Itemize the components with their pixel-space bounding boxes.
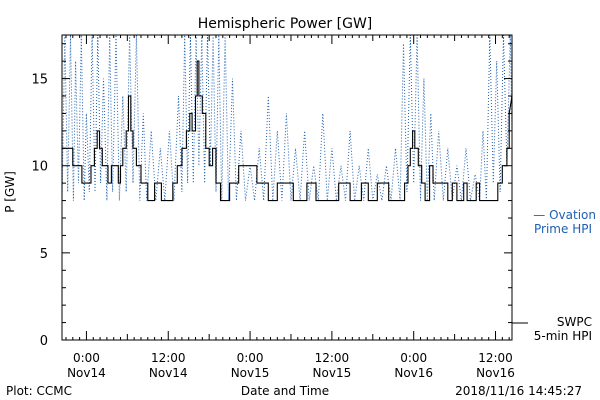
plot-credit: Plot: CCMC — [6, 384, 72, 398]
ovation-line — [62, 35, 512, 201]
x-tick-label: Nov15 — [313, 366, 352, 380]
x-tick-label: Nov16 — [476, 366, 515, 380]
legend-ovation-line2: Prime HPI — [534, 222, 592, 236]
chart-title: Hemispheric Power [GW] — [198, 16, 373, 32]
y-tick-label: 10 — [31, 160, 48, 175]
plot-frame — [61, 34, 513, 341]
x-tick-label: Nov14 — [67, 366, 106, 380]
legend-swpc-line2: 5-min HPI — [534, 329, 592, 343]
legend-swpc-line1: SWPC — [557, 315, 592, 329]
y-axis: 0 5 10 15 — [31, 43, 512, 349]
y-axis-label: P [GW] — [3, 171, 17, 213]
legend-ovation-line1: — Ovation — [533, 208, 596, 222]
y-tick-label: 15 — [31, 73, 48, 88]
x-tick-label: 12:00 — [315, 351, 350, 365]
ovation-series-layer — [62, 35, 512, 201]
x-tick-label: Nov16 — [394, 366, 433, 380]
x-axis: 0:00Nov1412:00Nov140:00Nov1512:00Nov150:… — [65, 35, 515, 380]
plot-timestamp: 2018/11/16 14:45:27 — [455, 384, 582, 398]
x-tick-label: 0:00 — [237, 351, 264, 365]
x-tick-label: 12:00 — [478, 351, 513, 365]
x-tick-label: 0:00 — [73, 351, 100, 365]
x-axis-label: Date and Time — [241, 384, 329, 398]
swpc-series-layer — [62, 60, 512, 202]
x-tick-label: 12:00 — [151, 351, 186, 365]
x-tick-label: Nov15 — [231, 366, 270, 380]
x-tick-label: Nov14 — [149, 366, 188, 380]
x-tick-label: 0:00 — [400, 351, 427, 365]
y-tick-label: 5 — [40, 247, 48, 262]
swpc-line — [62, 60, 512, 202]
y-tick-label: 0 — [40, 334, 48, 349]
